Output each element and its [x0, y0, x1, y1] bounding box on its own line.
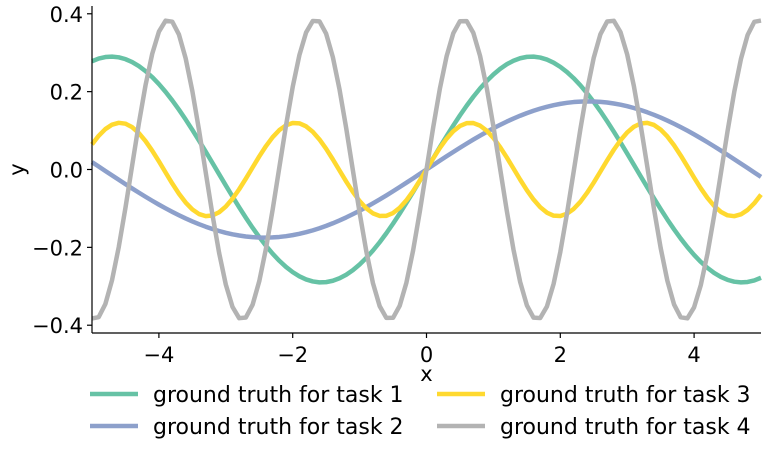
plot-lines — [90, 18, 763, 321]
legend-label-task-1: ground truth for task 1 — [153, 383, 404, 408]
x-tick-label: 0 — [420, 343, 433, 367]
series-line-task-4 — [91, 18, 762, 321]
y-tick-label: 0.2 — [50, 81, 83, 105]
y-tick-label: 0.0 — [50, 159, 83, 183]
y-axis-label: y — [5, 163, 29, 175]
x-tick-label: −2 — [277, 343, 308, 367]
y-tick-label: −0.2 — [32, 236, 83, 260]
x-axis-label: x — [420, 362, 432, 386]
legend-label-task-4: ground truth for task 4 — [500, 415, 751, 440]
x-tick-label: 4 — [687, 343, 700, 367]
legend: ground truth for task 1 ground truth for … — [90, 383, 751, 440]
x-tick-label: 2 — [554, 343, 567, 367]
y-ticks: −0.4 −0.2 0.0 0.2 0.4 — [32, 3, 92, 338]
legend-label-task-3: ground truth for task 3 — [500, 383, 751, 408]
legend-label-task-2: ground truth for task 2 — [153, 415, 404, 440]
x-ticks: −4 −2 0 2 4 — [143, 333, 701, 367]
x-tick-label: −4 — [143, 343, 174, 367]
y-tick-label: −0.4 — [32, 314, 83, 338]
y-tick-label: 0.4 — [50, 3, 83, 27]
